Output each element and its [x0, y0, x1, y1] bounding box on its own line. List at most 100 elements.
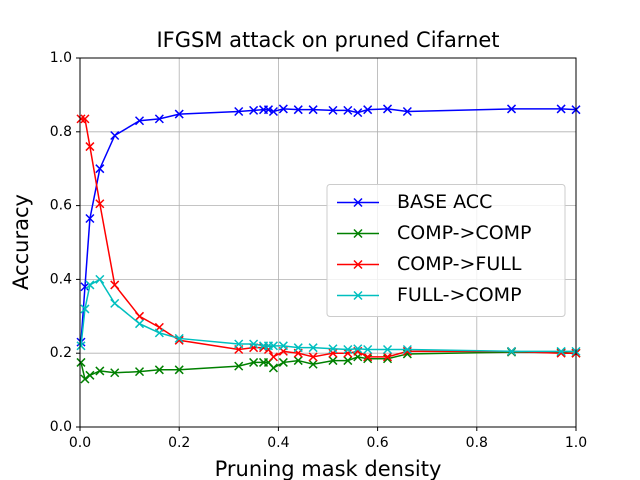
marker: [110, 130, 120, 141]
marker: [110, 280, 120, 290]
marker: [234, 339, 244, 349]
marker: [110, 298, 120, 308]
x-tick-label: 0.8: [466, 435, 488, 451]
marker: [263, 105, 274, 115]
marker: [80, 374, 90, 384]
x-tick-label: 1.0: [565, 435, 587, 451]
legend-marker: [353, 259, 363, 270]
marker: [382, 344, 393, 355]
marker: [402, 106, 412, 117]
marker: [95, 366, 105, 376]
marker: [268, 352, 278, 362]
marker: [363, 105, 373, 115]
marker: [76, 341, 86, 351]
marker: [343, 344, 353, 355]
x-tick-label: 0.4: [267, 435, 289, 451]
marker: [134, 319, 145, 329]
series-line: [80, 351, 577, 381]
marker: [249, 105, 259, 115]
marker: [95, 164, 105, 174]
marker: [80, 304, 90, 314]
marker: [134, 367, 145, 377]
marker: [263, 344, 274, 355]
marker: [402, 346, 412, 356]
marker: [174, 365, 184, 375]
marker: [402, 344, 412, 355]
marker: [134, 311, 145, 321]
marker: [95, 274, 105, 284]
marker: [134, 116, 145, 126]
marker: [328, 105, 338, 115]
x-tick-label: 0.0: [69, 435, 91, 451]
x-tick-label: 0.2: [168, 435, 190, 451]
marker: [154, 365, 164, 375]
marker: [308, 105, 318, 115]
legend-box: [326, 184, 566, 317]
marker: [278, 341, 288, 351]
legend-label: FULL->COMP: [397, 284, 522, 306]
marker: [353, 344, 363, 354]
marker: [174, 333, 184, 343]
marker: [556, 104, 566, 114]
marker: [363, 352, 373, 362]
x-tick-label: 0.6: [366, 435, 388, 451]
legend-label: BASE ACC: [397, 191, 492, 213]
marker: [174, 109, 184, 119]
plot-frame: [79, 57, 577, 428]
marker: [234, 361, 244, 371]
marker: [343, 105, 353, 115]
marker: [85, 370, 95, 380]
y-tick-label: 0.0: [50, 419, 72, 435]
marker: [506, 346, 517, 356]
marker: [85, 280, 95, 290]
marker: [343, 348, 353, 358]
marker: [268, 106, 278, 117]
legend-label: COMP->COMP: [397, 222, 532, 244]
marker: [382, 352, 393, 362]
marker: [154, 114, 164, 124]
legend-marker: [353, 290, 363, 301]
marker: [80, 114, 90, 124]
marker: [353, 108, 363, 118]
marker: [80, 282, 90, 292]
y-tick-label: 0.2: [50, 345, 72, 361]
marker: [249, 357, 259, 367]
x-axis-label: Pruning mask density: [215, 457, 442, 480]
y-axis-label: Accuracy: [9, 194, 33, 290]
legend-marker: [353, 228, 363, 239]
marker: [76, 357, 86, 367]
marker: [95, 199, 105, 209]
legend-marker: [353, 197, 363, 208]
marker: [85, 213, 95, 224]
y-tick-label: 0.4: [50, 271, 72, 287]
legend-label: COMP->FULL: [397, 253, 522, 275]
marker: [293, 343, 303, 353]
marker: [154, 328, 164, 338]
marker: [110, 368, 120, 378]
marker: [556, 348, 566, 358]
y-tick-label: 0.8: [50, 124, 72, 140]
marker: [308, 352, 318, 362]
marker: [85, 142, 95, 152]
marker: [76, 114, 86, 124]
marker: [556, 346, 566, 356]
marker: [343, 356, 353, 366]
y-tick-label: 0.6: [50, 198, 72, 214]
marker: [506, 104, 517, 114]
marker: [363, 344, 373, 355]
y-tick-label: 1.0: [50, 50, 72, 66]
marker: [249, 339, 259, 349]
marker: [268, 363, 278, 373]
marker: [268, 341, 278, 351]
marker: [234, 106, 244, 117]
legend: BASE ACC COMP->COMP COMP->FULL FULL->COMP: [326, 184, 566, 317]
marker: [328, 356, 338, 366]
marker: [293, 105, 303, 115]
marker: [382, 104, 393, 114]
chart-title: IFGSM attack on pruned Cifarnet: [156, 28, 499, 52]
marker: [293, 356, 303, 366]
marker: [308, 343, 318, 353]
marker: [278, 357, 288, 367]
marker: [278, 104, 288, 114]
